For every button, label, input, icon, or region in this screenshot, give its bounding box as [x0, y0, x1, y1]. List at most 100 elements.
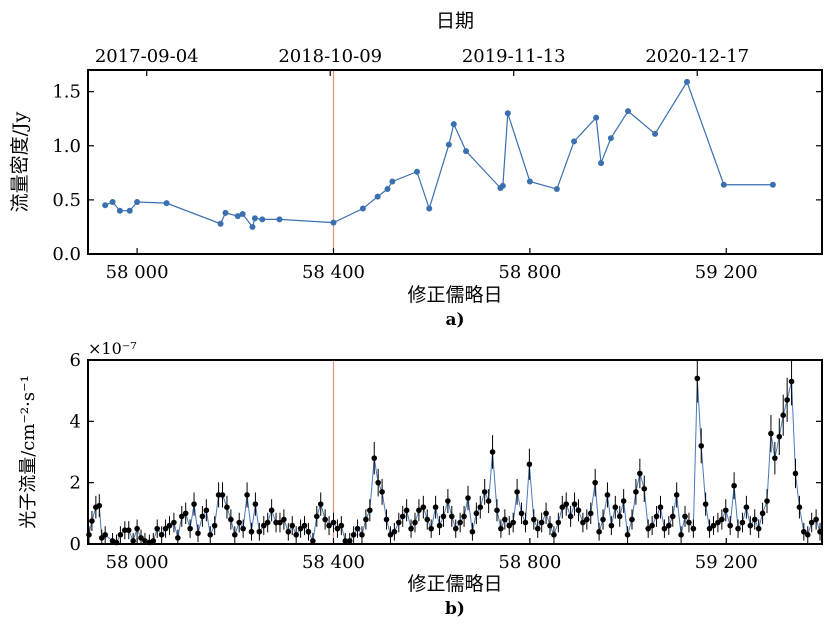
- y-axis-label-a: 流量密度/Jy: [9, 111, 31, 212]
- x-tick-label: 59 200: [695, 262, 758, 283]
- data-point-b: [690, 525, 697, 532]
- x-axis-label-b: 修正儒略日: [407, 573, 502, 595]
- data-point-b: [514, 489, 520, 495]
- data-point-a: [359, 205, 366, 212]
- data-point-b: [260, 522, 267, 529]
- data-point-b: [666, 522, 672, 529]
- data-point-b: [281, 516, 287, 523]
- x-axis-label-a: 修正儒略日: [407, 284, 502, 306]
- data-point-b: [559, 504, 566, 511]
- plot-frame-b: [87, 359, 823, 545]
- data-point-b: [722, 507, 729, 514]
- data-point-b: [445, 498, 451, 504]
- data-point-b: [563, 501, 570, 507]
- data-point-b: [195, 530, 201, 537]
- data-point-b: [616, 513, 623, 520]
- data-point-a: [222, 209, 229, 216]
- data-point-b: [612, 504, 619, 511]
- data-point-b: [543, 510, 549, 517]
- data-point-b: [538, 519, 545, 526]
- data-point-a: [234, 213, 241, 220]
- data-point-b: [698, 443, 705, 449]
- data-point-b: [531, 516, 537, 523]
- data-point-b: [432, 504, 439, 511]
- y-tick-label: 6: [70, 350, 81, 371]
- x-axis-ticks-b: 58 000 58 400 58 800 59 200: [106, 538, 758, 573]
- data-point-b: [555, 519, 562, 526]
- plot-frame-a: [87, 69, 823, 255]
- x-tick-label: 58 400: [302, 552, 365, 573]
- data-point-b: [604, 492, 611, 498]
- panel-label-b: b): [445, 599, 465, 619]
- x-tick-label: 58 800: [498, 262, 561, 283]
- data-point-b: [485, 498, 492, 504]
- data-point-a: [374, 193, 381, 200]
- data-point-b: [629, 516, 635, 523]
- data-point-b: [297, 525, 304, 532]
- data-point-b: [813, 516, 819, 523]
- data-point-b: [138, 535, 144, 541]
- data-point-b: [682, 513, 688, 520]
- data-point-a: [504, 110, 511, 117]
- data-point-b: [232, 532, 238, 538]
- data-point-b: [203, 507, 210, 514]
- data-point-b: [182, 510, 189, 517]
- data-point-a: [251, 215, 258, 222]
- data-point-b: [289, 522, 296, 529]
- y-multiplier-label: ×10⁻⁷: [88, 339, 137, 358]
- data-point-b: [224, 504, 230, 511]
- data-point-b: [780, 412, 787, 419]
- top-axis-ticks: 2017-09-04 2018-10-09 2019-11-13 2020-12-17: [95, 46, 749, 76]
- data-point-a: [593, 114, 600, 121]
- top-axis-label: 日期: [436, 10, 474, 32]
- data-point-b: [383, 516, 390, 523]
- data-point-a: [217, 220, 224, 227]
- data-point-b: [522, 519, 529, 526]
- data-point-b: [317, 501, 324, 507]
- data-point-b: [633, 489, 639, 495]
- data-point-b: [256, 528, 263, 535]
- data-point-b: [461, 513, 467, 520]
- data-point-a: [276, 216, 283, 223]
- data-point-b: [175, 535, 181, 541]
- data-point-a: [384, 186, 391, 193]
- data-point-b: [510, 519, 516, 526]
- data-point-b: [330, 519, 337, 526]
- data-point-a: [102, 202, 109, 209]
- data-point-b: [649, 522, 655, 529]
- data-point-b: [567, 513, 574, 520]
- data-point-b: [162, 525, 169, 532]
- top-tick-label: 2018-10-09: [278, 46, 382, 67]
- data-point-b: [334, 525, 341, 532]
- data-point-b: [424, 516, 431, 523]
- data-point-b: [268, 507, 275, 514]
- data-point-b: [465, 495, 471, 501]
- y-tick-label: 0.5: [52, 190, 81, 211]
- data-point-b: [596, 528, 602, 535]
- data-point-b: [350, 532, 357, 538]
- data-point-b: [686, 519, 692, 526]
- data-point-b: [375, 479, 381, 486]
- data-point-b: [199, 513, 206, 520]
- data-point-b: [403, 507, 410, 514]
- data-point-b: [310, 538, 316, 544]
- data-point-b: [801, 528, 807, 535]
- data-point-b: [166, 522, 173, 529]
- data-point-b: [764, 498, 770, 504]
- data-point-b: [207, 532, 214, 538]
- data-point-b: [420, 504, 427, 511]
- data-point-b: [301, 522, 308, 529]
- data-point-b: [498, 525, 504, 532]
- data-point-b: [584, 516, 590, 523]
- data-point-b: [359, 532, 365, 538]
- data-point-b: [792, 470, 799, 477]
- data-point-b: [669, 513, 676, 520]
- data-point-b: [788, 378, 795, 385]
- data-point-b: [518, 510, 525, 517]
- data-point-a: [598, 160, 605, 167]
- data-point-b: [354, 525, 361, 532]
- data-point-b: [449, 513, 455, 520]
- data-point-b: [473, 510, 480, 517]
- x-tick-label: 58 400: [302, 262, 365, 283]
- data-point-a: [445, 141, 452, 148]
